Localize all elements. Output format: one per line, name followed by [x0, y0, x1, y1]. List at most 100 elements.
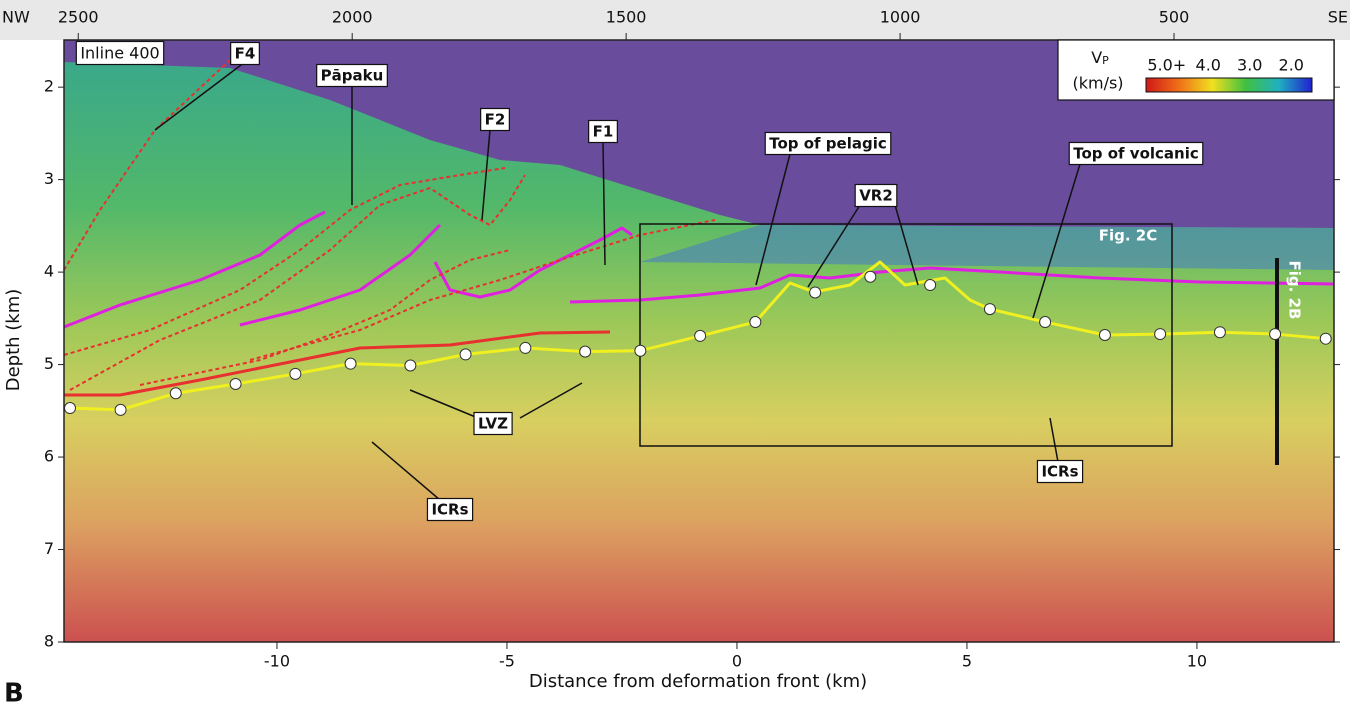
- annotation: Top of volcanic: [1073, 145, 1199, 163]
- x-tick-label: 0: [732, 652, 742, 671]
- annotation: Pāpaku: [321, 67, 384, 85]
- horizon-marker: [694, 329, 707, 342]
- horizon-marker: [634, 344, 647, 357]
- x-tick-label: 10: [1187, 652, 1207, 671]
- annotation-box: [854, 183, 898, 208]
- annotation-box: [426, 497, 474, 522]
- horizon-marker: [289, 367, 302, 380]
- horizon-marker: [229, 378, 242, 390]
- annotation: ICRs: [431, 501, 468, 519]
- annotation-box: [588, 119, 618, 144]
- top-band: [0, 0, 1350, 40]
- horizon: [569, 266, 1335, 304]
- sediments: [64, 62, 1334, 642]
- leader-line: [602, 141, 606, 266]
- y-tick-label: 3: [44, 169, 54, 188]
- annotation-box: [230, 41, 260, 66]
- shallow-layer: [640, 225, 1334, 270]
- horizon-marker: [579, 345, 592, 358]
- horizon: [433, 226, 633, 299]
- leader-line: [755, 153, 791, 286]
- x-axis-label: Distance from deformation front (km): [529, 671, 867, 692]
- horizon: [239, 223, 442, 327]
- horizon-marker: [114, 403, 127, 416]
- horizon-marker: [1039, 316, 1052, 329]
- annotation: LVZ: [478, 415, 508, 433]
- y-tick-label: 4: [44, 262, 54, 281]
- leader-line: [894, 204, 919, 286]
- annotation: F4: [235, 45, 256, 63]
- inline-label: Inline 400: [80, 44, 159, 63]
- annotation: F2: [485, 111, 506, 129]
- colorbar-tick-label: 4.0: [1196, 56, 1221, 75]
- x2-tick-label: 500: [1159, 8, 1190, 27]
- x2-tick-label: 2000: [332, 8, 373, 27]
- annotation: Fig. 2B: [1286, 261, 1304, 320]
- horizon-marker: [404, 359, 417, 372]
- x2-tick-label: 1000: [880, 8, 921, 27]
- annotation: VR2: [859, 187, 893, 205]
- colorbar-title-sub: P: [1102, 54, 1109, 67]
- horizon-marker: [344, 357, 357, 370]
- horizon-marker: [809, 286, 822, 299]
- leader-line: [409, 389, 479, 419]
- y-tick-label: 7: [44, 539, 54, 558]
- volcanic-horizon: [69, 260, 1326, 412]
- panel-label: B: [4, 679, 24, 709]
- y-tick-label: 2: [44, 77, 54, 96]
- plot-frame: [63, 39, 1335, 643]
- y-tick-label: 5: [44, 354, 54, 373]
- horizon-marker: [519, 341, 532, 354]
- x2-tick-label: 1500: [606, 8, 647, 27]
- horizon-marker: [459, 348, 472, 361]
- annotation: Fig. 2C: [1099, 227, 1158, 245]
- annotation: Top of pelagic: [769, 135, 887, 153]
- horizon-marker: [864, 270, 877, 283]
- horizon-marker: [749, 316, 762, 329]
- colorbar-tick-label: 3.0: [1237, 56, 1262, 75]
- y-axis-label: Depth (km): [3, 289, 24, 392]
- x-tick-label: -5: [499, 652, 515, 671]
- colorbar-tick-label: 2.0: [1279, 56, 1304, 75]
- leader-line: [1032, 163, 1081, 319]
- y-tick-label: 6: [44, 447, 54, 466]
- horizon: [64, 330, 611, 397]
- fault: [63, 59, 231, 271]
- leader-line: [807, 204, 861, 288]
- fault: [249, 219, 716, 361]
- x2-tick-label: 2500: [58, 8, 99, 27]
- x-tick-label: 5: [962, 652, 972, 671]
- colorbar-title-main: V: [1091, 48, 1102, 67]
- horizon-marker: [1213, 326, 1226, 339]
- fault: [139, 249, 511, 386]
- fault: [63, 167, 506, 356]
- colorbar-unit: (km/s): [1072, 74, 1123, 93]
- leader-line: [154, 61, 246, 131]
- inline-label-box: [75, 40, 165, 66]
- x-tick-label: -10: [264, 652, 290, 671]
- colorbar-tick-label: 5.0+: [1147, 56, 1186, 75]
- horizon-marker: [1154, 328, 1167, 341]
- annotation-box: [1068, 141, 1204, 166]
- x2-end-label: SE: [1328, 8, 1348, 27]
- horizon-marker: [169, 387, 182, 400]
- leader-line: [481, 129, 491, 221]
- horizon-marker: [1098, 328, 1111, 341]
- horizon: [63, 210, 326, 329]
- horizon-marker: [1319, 332, 1332, 345]
- horizon-marker: [1269, 328, 1282, 341]
- annotation-box: [316, 63, 388, 88]
- fault: [69, 174, 526, 391]
- horizon-marker: [924, 279, 937, 292]
- annotation-box: [473, 411, 513, 436]
- annotation-box: [1036, 459, 1084, 484]
- annotation: ICRs: [1041, 463, 1078, 481]
- x2-end-label: NW: [2, 8, 30, 27]
- leader-line: [519, 382, 583, 419]
- colorbar: [1145, 77, 1313, 93]
- horizon-marker: [63, 402, 76, 415]
- horizon-marker: [983, 303, 996, 316]
- annotation: F1: [593, 123, 614, 141]
- annotation-box: [764, 131, 892, 156]
